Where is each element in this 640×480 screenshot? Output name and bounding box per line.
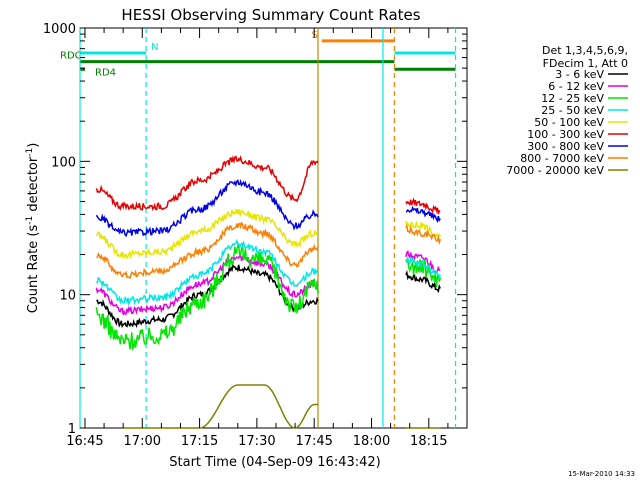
legend-entry-label: 50 - 100 keV: [534, 116, 604, 129]
x-tick-label: 17:45: [295, 434, 332, 449]
series-line: [405, 197, 441, 215]
series-line: [95, 244, 319, 352]
x-tick-label: 18:15: [410, 434, 447, 449]
series-line: [405, 205, 441, 224]
chart-title: HESSI Observing Summary Count Rates: [121, 6, 420, 24]
plot-timestamp: 15-Mar-2010 14:33: [568, 470, 635, 478]
legend-entry-label: 800 - 7000 keV: [520, 152, 604, 165]
y-axis-label: Count Rate (s-1 detector-1): [25, 143, 41, 314]
series-line: [405, 256, 442, 281]
legend: Det 1,3,4,5,6,9, FDecim 1, Att 0 3 - 6 k…: [506, 44, 628, 177]
series-line: [405, 257, 442, 288]
x-tick-label: 17:00: [124, 434, 161, 449]
flag-label: RDC: [60, 51, 82, 62]
flag-label: N: [151, 42, 158, 53]
legend-entry-label: 3 - 6 keV: [555, 68, 604, 81]
series-line: [405, 269, 441, 294]
y-tick-label: 1000: [43, 22, 76, 37]
legend-header-line-2: FDecim 1, Att 0: [543, 57, 628, 70]
legend-entry-label: 25 - 50 keV: [541, 104, 604, 117]
legend-entry-label: 12 - 25 keV: [541, 92, 604, 105]
y-tick-label: 10: [59, 289, 76, 304]
y-tick-label: 1: [68, 422, 76, 437]
flag-label: RD4: [95, 67, 116, 78]
plot-area: NSRDCRD4: [60, 27, 468, 429]
series-line: [96, 221, 319, 280]
flag-bars: NSRDCRD4: [60, 30, 456, 78]
x-tick-label: 18:00: [353, 434, 390, 449]
x-tick-label: 17:15: [181, 434, 218, 449]
x-axis-label: Start Time (04-Sep-09 16:43:42): [169, 455, 380, 470]
legend-entry-label: 300 - 800 keV: [527, 140, 604, 153]
series-line: [95, 254, 319, 315]
y-axis: 1 10 100 1000: [43, 22, 467, 437]
series-line: [95, 154, 319, 212]
x-tick-label: 16:45: [66, 434, 103, 449]
y-tick-label: 100: [51, 155, 76, 170]
series-line: [95, 209, 319, 260]
series-line: [405, 223, 442, 246]
legend-entry-label: 6 - 12 keV: [548, 80, 604, 93]
x-axis: 16:45 17:00 17:15 17:30 17:45 18:00 18:15: [66, 28, 468, 449]
series-lines: [95, 154, 442, 429]
legend-entry-label: 7000 - 20000 keV: [506, 164, 604, 177]
series-line: [123, 384, 318, 429]
vertical-markers: [79, 28, 457, 428]
series-line: [95, 178, 319, 238]
legend-header-line-1: Det 1,3,4,5,6,9,: [542, 44, 628, 57]
series-line: [96, 264, 319, 329]
series-line: [95, 238, 319, 307]
x-tick-label: 17:30: [238, 434, 275, 449]
legend-entry-label: 100 - 300 keV: [527, 128, 604, 141]
